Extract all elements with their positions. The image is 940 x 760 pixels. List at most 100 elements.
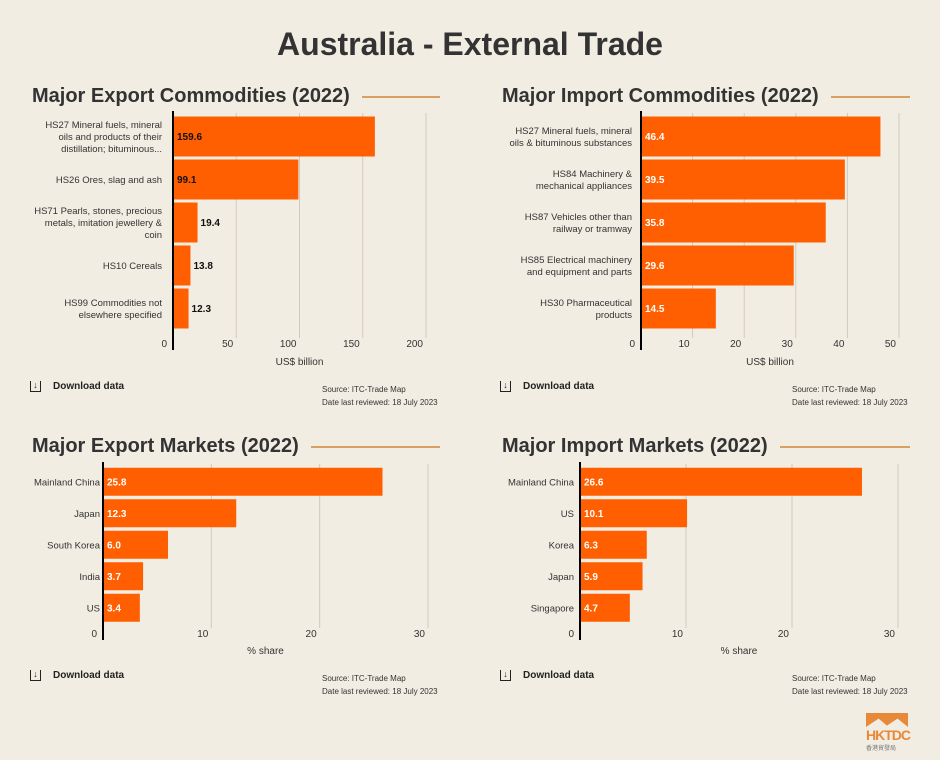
value-label: 35.8 [645, 218, 665, 229]
tick-label: 10 [678, 339, 690, 350]
logo-text: HKTDC [866, 727, 911, 743]
bar [173, 202, 198, 243]
value-label: 26.6 [584, 477, 604, 488]
x-axis-label: % share [721, 646, 758, 657]
tick-label: 0 [161, 339, 167, 350]
category-label: oils and products of their [58, 132, 162, 143]
tick-label: 50 [885, 339, 897, 350]
value-label: 12.3 [107, 509, 127, 520]
chart-title: Major Export Markets (2022) [32, 435, 440, 458]
logo-chinese: 香港貿發局 [866, 746, 897, 752]
tick-label: 10 [197, 629, 209, 640]
chart-title-text: Major Import Markets (2022) [502, 435, 768, 457]
value-label: 19.4 [201, 218, 221, 229]
source-note: Source: ITC-Trade Map Date last reviewed:… [322, 383, 438, 409]
category-label: HS99 Commodities not [64, 298, 162, 309]
category-label: HS87 Vehicles other than [525, 212, 632, 223]
value-label: 3.7 [107, 572, 121, 583]
source-note: Source: ITC-Trade Map Date last reviewed:… [322, 672, 438, 698]
source-text: Source: ITC-Trade Map [792, 674, 876, 683]
chart-title-text: Major Import Commodities (2022) [502, 85, 819, 107]
bar [103, 467, 383, 496]
value-label: 6.0 [107, 540, 121, 551]
tick-label: 10 [672, 629, 684, 640]
x-axis-label: US$ billion [276, 357, 324, 368]
category-label: Singapore [531, 603, 574, 614]
category-label: HS27 Mineral fuels, mineral [515, 126, 632, 137]
category-label: Korea [549, 540, 575, 551]
tick-label: 0 [629, 339, 635, 350]
x-axis-label: US$ billion [746, 357, 794, 368]
title-rule [361, 95, 440, 98]
tick-label: 50 [222, 339, 234, 350]
reviewed-text: Date last reviewed: 18 July 2023 [792, 687, 908, 696]
category-label: South Korea [47, 540, 101, 551]
value-label: 25.8 [107, 477, 127, 488]
value-label: 39.5 [645, 175, 665, 186]
source-text: Source: ITC-Trade Map [792, 385, 876, 394]
bar [641, 202, 826, 243]
tick-label: 20 [730, 339, 742, 350]
download-data-button[interactable]: ↓ Download data [500, 381, 594, 392]
category-label: HS10 Cereals [103, 261, 162, 272]
bar [173, 288, 189, 329]
bar [580, 530, 647, 559]
download-data-button[interactable]: ↓ Download data [30, 381, 124, 392]
category-label: mechanical appliances [536, 181, 632, 192]
value-label: 29.6 [645, 261, 665, 272]
bar [103, 562, 144, 591]
value-label: 4.7 [584, 603, 598, 614]
chart-panel: 0 10 20 30 26.6 Mainland China 10.1 US 6.3 Korea 5… [470, 430, 940, 760]
category-label: Japan [74, 509, 100, 520]
value-label: 14.5 [645, 304, 665, 315]
title-rule [830, 95, 910, 98]
download-data-button[interactable]: ↓ Download data [30, 670, 124, 681]
bar-chart: 0 10 20 30 25.8 Mainland China 12.3 Japan 6.0 Sou… [34, 462, 429, 657]
category-label: HS85 Electrical machinery [521, 255, 633, 266]
tick-label: 30 [884, 629, 896, 640]
bar [580, 593, 630, 622]
chart-panel: 0 50 100 150 200 159.6 HS27 Mineral fuels, min… [0, 80, 470, 410]
value-label: 99.1 [177, 175, 197, 186]
value-label: 3.4 [107, 603, 121, 614]
tick-label: 30 [782, 339, 794, 350]
chart-panel: 0 10 20 30 40 50 46.4 HS27 Mineral fuels, miner… [470, 80, 940, 410]
hktdc-logo: HKTDC 香港貿發局 [866, 713, 911, 752]
tick-label: 150 [343, 339, 360, 350]
category-label: HS71 Pearls, stones, precious [34, 206, 162, 217]
bar [103, 499, 237, 528]
category-label: metals, imitation jewellery & [45, 218, 163, 229]
bar [580, 562, 643, 591]
source-text: Source: ITC-Trade Map [322, 674, 406, 683]
chart-title: Major Import Commodities (2022) [502, 85, 910, 108]
category-label: HS26 Ores, slag and ash [56, 175, 162, 186]
logo-flag-icon [866, 713, 908, 727]
tick-label: 20 [306, 629, 318, 640]
category-label: India [79, 572, 100, 583]
source-text: Source: ITC-Trade Map [322, 385, 406, 394]
download-label: Download data [53, 670, 125, 681]
category-label: elsewhere specified [79, 310, 162, 321]
bar [641, 159, 845, 200]
bar [641, 245, 794, 286]
chart-panel: 0 10 20 30 25.8 Mainland China 12.3 Japan 6.0 Sou… [0, 430, 470, 760]
bar [103, 593, 140, 622]
page-title: Australia - External Trade [277, 26, 663, 62]
category-label: HS30 Pharmaceutical [540, 298, 632, 309]
tick-label: 40 [833, 339, 845, 350]
bar [173, 159, 299, 200]
chart-title-text: Major Export Commodities (2022) [32, 85, 350, 107]
download-data-button[interactable]: ↓ Download data [500, 670, 594, 681]
value-label: 159.6 [177, 132, 202, 143]
tick-label: 30 [414, 629, 426, 640]
tick-label: 0 [568, 629, 574, 640]
tick-label: 100 [280, 339, 297, 350]
category-label: Japan [548, 572, 574, 583]
category-label: HS84 Machinery & [553, 169, 633, 180]
category-label: US [87, 603, 100, 614]
bar-chart: 0 50 100 150 200 159.6 HS27 Mineral fuels, min… [34, 111, 427, 368]
chart-title: Major Export Commodities (2022) [32, 85, 440, 108]
bar [580, 499, 688, 528]
x-axis-label: % share [247, 646, 284, 657]
